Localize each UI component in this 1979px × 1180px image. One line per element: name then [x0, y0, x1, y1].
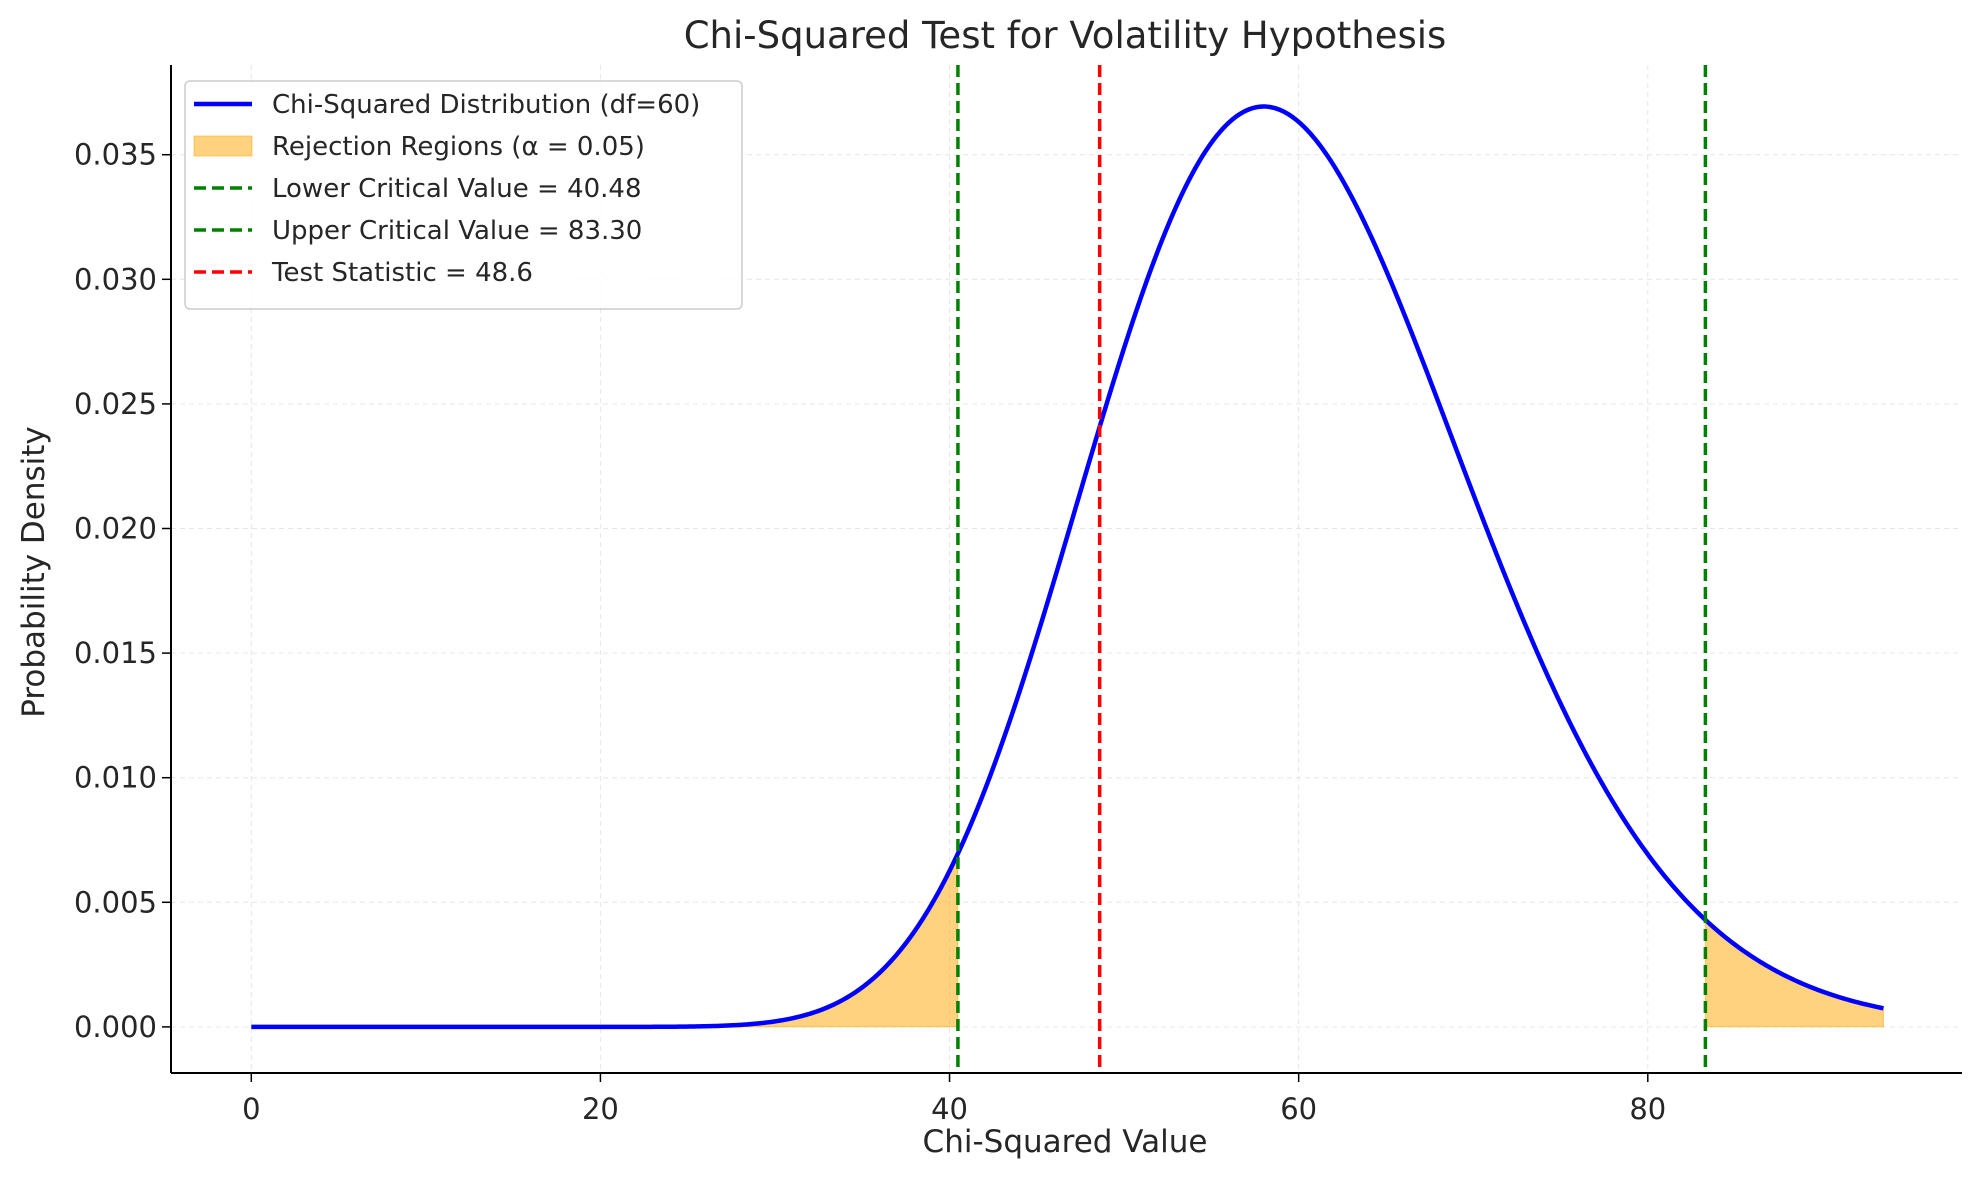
- reference-lines: [956, 65, 1708, 1073]
- chart-title: Chi-Squared Test for Volatility Hypothes…: [684, 14, 1447, 57]
- legend: Chi-Squared Distribution (df=60) Rejectio…: [184, 80, 743, 310]
- y-tick-label: 0.020: [74, 512, 157, 546]
- legend-swatch-fill: [193, 135, 253, 157]
- legend-label: Rejection Regions (α = 0.05): [272, 132, 645, 162]
- y-tick-label: 0.035: [74, 138, 157, 172]
- y-tick-label: 0.025: [74, 387, 157, 421]
- y-tick-label: 0.005: [74, 885, 157, 919]
- legend-label: Chi-Squared Distribution (df=60): [272, 90, 700, 120]
- x-tick-label: 80: [1629, 1092, 1666, 1126]
- x-tick-label: 40: [931, 1092, 968, 1126]
- distribution-curve-layer: [251, 104, 1884, 1030]
- y-tick-label: 0.010: [74, 761, 157, 795]
- legend-label: Upper Critical Value = 83.30: [272, 216, 642, 246]
- legend-box: [184, 80, 743, 310]
- x-tick-label: 20: [582, 1092, 619, 1126]
- legend-label: Lower Critical Value = 40.48: [272, 174, 642, 204]
- y-axis-title: Probability Density: [16, 426, 52, 718]
- y-tick-label: 0.015: [74, 636, 157, 670]
- y-ticks: 0.000 0.005 0.010 0.015 0.020 0.025 0.030 0.035: [74, 138, 171, 1044]
- legend-label: Test Statistic = 48.6: [271, 258, 533, 288]
- x-tick-label: 0: [242, 1092, 260, 1126]
- y-tick-label: 0.030: [74, 262, 157, 296]
- chi-squared-curve: [251, 104, 1884, 1030]
- x-tick-label: 60: [1280, 1092, 1317, 1126]
- x-ticks: 0 20 40 60 80: [242, 1073, 1666, 1126]
- y-tick-label: 0.000: [74, 1010, 157, 1044]
- x-axis-title: Chi-Squared Value: [923, 1124, 1208, 1160]
- axes: [170, 65, 1962, 1074]
